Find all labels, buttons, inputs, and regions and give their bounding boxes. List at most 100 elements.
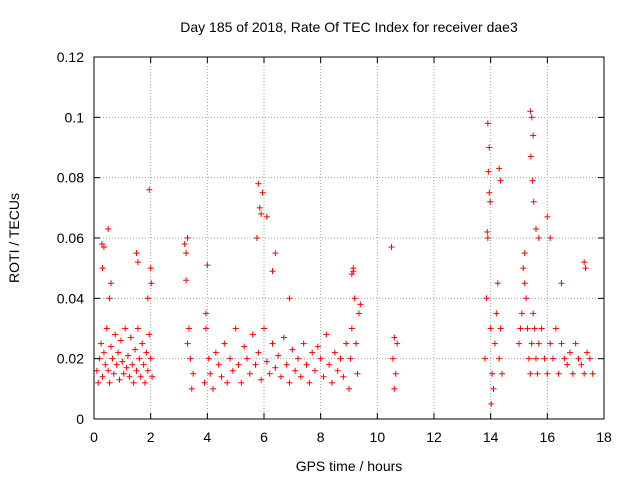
data-point — [127, 334, 134, 341]
data-point — [105, 225, 112, 232]
y-tick-label: 0.06 — [57, 230, 84, 246]
data-point — [102, 361, 109, 368]
data-point — [528, 340, 535, 347]
data-point — [582, 265, 589, 272]
data-point — [525, 355, 532, 362]
data-point — [117, 337, 124, 344]
data-point — [337, 355, 344, 362]
data-point — [106, 295, 113, 302]
data-point — [354, 370, 361, 377]
data-point — [139, 340, 146, 347]
data-point — [120, 370, 127, 377]
data-point — [112, 331, 119, 338]
data-point — [530, 310, 537, 317]
chart-title: Day 185 of 2018, Rate Of TEC Index for r… — [180, 19, 518, 35]
data-point — [272, 250, 279, 257]
data-point — [331, 349, 338, 356]
data-point — [343, 340, 350, 347]
data-point — [575, 355, 582, 362]
data-point — [246, 370, 253, 377]
data-point — [534, 370, 541, 377]
x-tick-label: 12 — [426, 429, 442, 445]
data-point — [286, 295, 293, 302]
data-point — [108, 280, 114, 287]
data-point — [584, 349, 590, 356]
data-point — [289, 346, 296, 353]
data-point — [517, 325, 524, 332]
data-point — [581, 259, 588, 266]
data-point — [394, 340, 401, 347]
data-point — [496, 165, 503, 172]
data-point — [334, 367, 341, 374]
data-point — [133, 250, 140, 257]
x-tick-label: 0 — [90, 429, 98, 445]
data-point — [99, 265, 106, 272]
data-point — [484, 235, 491, 241]
axis-ticks: 0 2 4 6 8 10 12 14 16 18 0 0.02 0.04 0.06 0.08 0.1 0.12 — [57, 49, 612, 445]
x-tick-label: 4 — [203, 429, 211, 445]
y-tick-label: 0.02 — [57, 351, 84, 367]
data-point — [357, 301, 364, 308]
data-point — [119, 358, 126, 365]
data-point — [184, 340, 191, 347]
data-point — [232, 325, 239, 332]
data-point — [142, 379, 148, 386]
data-point — [190, 370, 197, 377]
data-point — [348, 325, 355, 332]
data-point — [212, 349, 219, 356]
data-point — [134, 259, 141, 266]
data-point — [146, 331, 153, 338]
data-point — [238, 379, 245, 386]
data-point — [98, 340, 105, 347]
data-point — [572, 340, 579, 347]
data-point — [346, 385, 352, 392]
data-point — [527, 108, 534, 115]
y-tick-label: 0 — [76, 411, 84, 427]
data-point — [144, 295, 151, 302]
data-point — [489, 370, 496, 377]
data-point — [527, 370, 534, 377]
data-point — [253, 235, 260, 241]
data-point — [529, 177, 536, 184]
data-point — [544, 370, 551, 377]
data-point — [106, 379, 113, 386]
data-point — [528, 114, 535, 121]
data-point — [561, 355, 568, 362]
data-point — [555, 370, 562, 377]
data-point — [303, 361, 310, 368]
data-point — [255, 180, 262, 187]
data-point — [497, 325, 504, 332]
data-point — [283, 361, 290, 368]
data-point — [538, 325, 545, 332]
x-tick-label: 14 — [483, 429, 499, 445]
data-point — [490, 385, 497, 392]
data-point — [235, 361, 242, 368]
data-point — [263, 213, 270, 220]
data-point — [205, 355, 212, 362]
data-point — [521, 250, 528, 257]
data-point — [95, 379, 102, 386]
data-point — [266, 370, 273, 377]
data-point — [487, 198, 494, 205]
data-point — [497, 177, 504, 184]
y-tick-label: 0.08 — [57, 170, 84, 186]
data-point — [275, 352, 282, 359]
data-point — [109, 355, 116, 362]
data-point — [564, 361, 571, 368]
data-point — [272, 364, 279, 371]
data-point — [249, 331, 256, 338]
data-point — [353, 340, 360, 347]
x-tick-label: 18 — [596, 429, 612, 445]
data-point — [144, 367, 151, 374]
data-point — [255, 349, 262, 356]
data-point — [218, 373, 225, 380]
data-point — [202, 310, 209, 317]
data-point — [494, 280, 501, 287]
data-point — [227, 355, 233, 362]
data-point — [215, 361, 222, 368]
data-point — [134, 325, 141, 332]
data-point — [113, 361, 120, 368]
data-points — [93, 108, 596, 407]
data-point — [547, 340, 554, 347]
